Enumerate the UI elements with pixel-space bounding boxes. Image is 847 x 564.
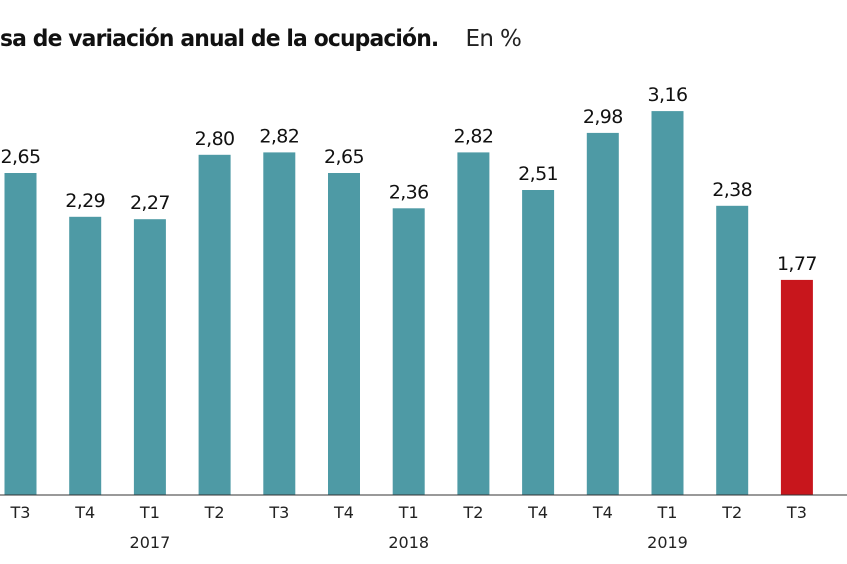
bar bbox=[586, 132, 619, 495]
bar bbox=[716, 205, 749, 496]
chart-title: sa de variación anual de la ocupación. En… bbox=[0, 26, 522, 52]
value-label: 2,82 bbox=[259, 125, 299, 147]
x-tick-label: T4 bbox=[333, 503, 354, 522]
bar bbox=[133, 219, 166, 495]
value-label: 2,65 bbox=[324, 146, 364, 168]
bar-highlight bbox=[780, 279, 813, 495]
value-label: 2,29 bbox=[65, 190, 105, 212]
value-label: 2,98 bbox=[583, 106, 623, 128]
x-tick-label: T1 bbox=[398, 503, 419, 522]
bar bbox=[457, 152, 490, 495]
bars-group bbox=[4, 111, 813, 496]
value-label: 2,82 bbox=[453, 125, 493, 147]
value-label: 2,38 bbox=[712, 179, 752, 201]
bar bbox=[198, 154, 231, 496]
bar bbox=[651, 111, 684, 495]
chart-title-main: sa de variación anual de la ocupación. bbox=[0, 26, 439, 52]
value-labels: 2,65 2,29 2,27 2,80 2,82 2,65 2,36 2,82 2,51 2,98… bbox=[1, 84, 818, 275]
x-tick-label: T2 bbox=[462, 503, 483, 522]
value-label: 3,16 bbox=[648, 84, 688, 106]
x-tick-labels: T3 T4 T1 T2 T3 T4 T1 T2 T4 T4 T1 T2 T3 bbox=[10, 503, 807, 522]
bar bbox=[69, 216, 102, 496]
bar bbox=[328, 173, 360, 495]
year-label: 2019 bbox=[647, 533, 688, 552]
x-tick-label: T4 bbox=[592, 503, 613, 522]
x-tick-label: T2 bbox=[204, 503, 225, 522]
value-label: 2,36 bbox=[389, 181, 429, 203]
bar bbox=[263, 152, 296, 495]
year-label: 2018 bbox=[388, 533, 429, 552]
value-label: 1,77 bbox=[777, 253, 817, 275]
chart-title-unit: En % bbox=[465, 26, 522, 52]
x-tick-label: T4 bbox=[74, 503, 95, 522]
x-tick-label: T4 bbox=[527, 503, 548, 522]
value-label: 2,51 bbox=[518, 163, 558, 185]
x-tick-label: T2 bbox=[721, 503, 742, 522]
x-tick-label: T3 bbox=[10, 503, 31, 522]
value-label: 2,80 bbox=[195, 128, 235, 150]
value-label: 2,65 bbox=[1, 146, 41, 168]
x-tick-label: T3 bbox=[786, 503, 807, 522]
bar bbox=[392, 208, 425, 496]
x-tick-label: T1 bbox=[657, 503, 678, 522]
x-tick-label: T1 bbox=[139, 503, 160, 522]
bar bbox=[4, 173, 37, 495]
value-label: 2,27 bbox=[130, 192, 170, 214]
x-tick-label: T3 bbox=[268, 503, 289, 522]
year-labels: 2017 2018 2019 bbox=[130, 533, 688, 552]
year-label: 2017 bbox=[130, 533, 171, 552]
bar bbox=[522, 190, 555, 495]
